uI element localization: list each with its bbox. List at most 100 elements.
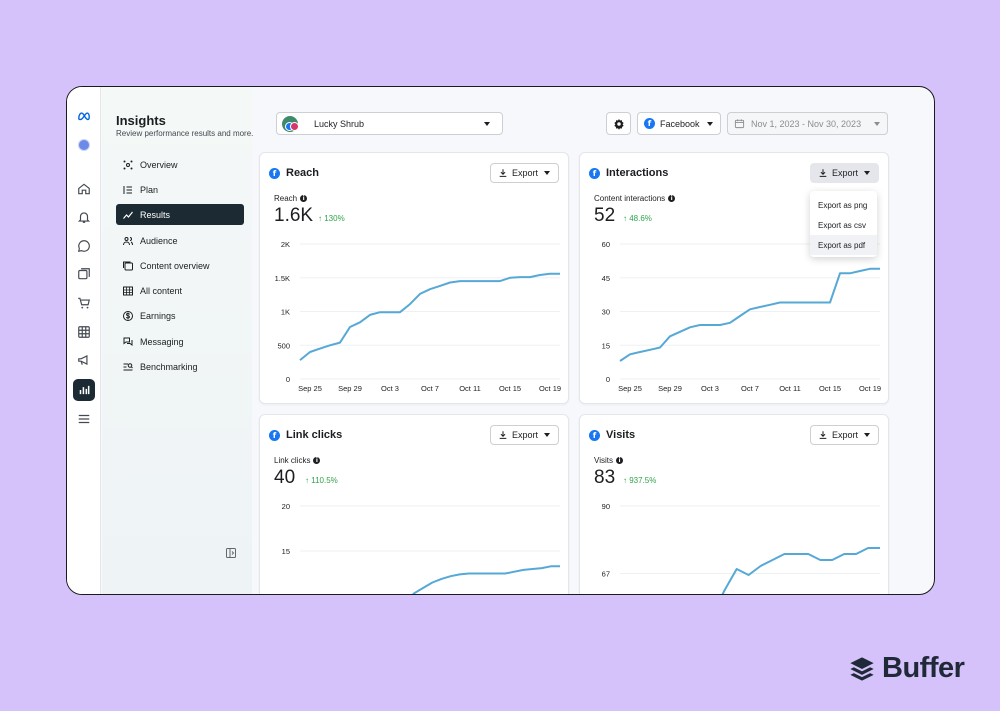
date-range-label: Nov 1, 2023 - Nov 30, 2023 xyxy=(751,118,862,129)
export-label: Export xyxy=(832,430,859,440)
content-icon[interactable] xyxy=(75,265,93,283)
date-range-select[interactable]: Nov 1, 2023 - Nov 30, 2023 xyxy=(727,112,888,135)
x-tick-label: Sep 25 xyxy=(298,384,322,393)
export-button[interactable]: Export xyxy=(490,163,559,183)
export-png-option[interactable]: Export as png xyxy=(818,200,868,210)
chevron-down-icon xyxy=(874,122,880,126)
nav-item-benchmarking[interactable]: Benchmarking xyxy=(116,356,244,377)
chevron-down-icon xyxy=(544,171,550,175)
info-icon[interactable]: i xyxy=(313,457,321,464)
export-button[interactable]: Export xyxy=(490,425,559,445)
home-icon[interactable] xyxy=(75,180,93,198)
x-tick-label: Oct 19 xyxy=(539,384,561,393)
export-label: Export xyxy=(832,168,859,178)
metric-change: ↑ 110.5% xyxy=(305,476,338,485)
profile-dot-icon[interactable] xyxy=(78,139,90,151)
y-tick-label: 1.5K xyxy=(275,274,290,283)
messaging-icon xyxy=(123,337,133,346)
chat-icon[interactable] xyxy=(75,237,93,255)
y-tick-label: 10 xyxy=(282,592,290,595)
nav-item-label: Content overview xyxy=(140,260,210,271)
gear-icon xyxy=(613,118,624,130)
info-icon[interactable]: i xyxy=(300,195,308,202)
chevron-down-icon xyxy=(864,171,870,175)
content-overview-icon xyxy=(123,261,133,270)
nav-item-audience[interactable]: Audience xyxy=(116,230,244,251)
settings-button[interactable] xyxy=(606,112,631,135)
series-line xyxy=(299,272,560,361)
download-icon xyxy=(819,431,827,439)
nav-item-label: Results xyxy=(140,209,171,220)
y-tick-label: 60 xyxy=(602,240,610,249)
collapse-panel-icon[interactable] xyxy=(225,547,237,559)
y-tick-label: 0 xyxy=(606,375,610,384)
cart-icon[interactable] xyxy=(75,294,93,312)
export-button[interactable]: Export xyxy=(810,163,879,183)
dollar-icon xyxy=(123,310,133,321)
reach-chart: 0 500 1K 1.5K 2K Sep 25 Sep 29 Oct 3 Oct 7 Oct 11… xyxy=(275,240,561,393)
x-tick-label: Oct 15 xyxy=(819,384,841,393)
results-icon xyxy=(123,211,133,219)
series-line xyxy=(619,267,880,362)
nav-item-overview[interactable]: Overview xyxy=(116,154,244,175)
nav-item-earnings[interactable]: Earnings xyxy=(116,305,244,326)
export-label: Export xyxy=(512,430,539,440)
export-button[interactable]: Export xyxy=(810,425,879,445)
x-tick-label: Oct 19 xyxy=(859,384,881,393)
interactions-card: f Interactions Export Content interactio… xyxy=(579,152,889,404)
nav-item-results[interactable]: Results xyxy=(116,204,244,225)
menu-icon[interactable] xyxy=(75,410,93,428)
export-label: Export xyxy=(512,168,539,178)
metric-label: Visits xyxy=(594,456,613,465)
x-tick-label: Sep 29 xyxy=(658,384,682,393)
x-tick-label: Sep 29 xyxy=(338,384,362,393)
reach-card: f Reach Export Reach i 1.6K ↑ 130% 0 500 1… xyxy=(259,152,569,404)
nav-item-all-content[interactable]: All content xyxy=(116,280,244,301)
metric-change: ↑ 48.6% xyxy=(623,214,652,223)
download-icon xyxy=(499,431,507,439)
account-select[interactable]: Lucky Shrub xyxy=(276,112,503,135)
buffer-logo-icon xyxy=(850,656,874,681)
y-tick-label: 0 xyxy=(286,375,290,384)
metric-change: ↑ 937.5% xyxy=(623,476,657,485)
interactions-chart: 0 15 30 45 60 Sep 25 Sep 29 Oct 3 Oct 7 Oct 11 Oct… xyxy=(602,240,881,393)
plan-icon xyxy=(123,185,132,194)
y-tick-label: 30 xyxy=(602,308,610,317)
x-tick-label: Oct 7 xyxy=(421,384,439,393)
x-tick-label: Oct 11 xyxy=(779,384,801,393)
grid-icon[interactable] xyxy=(75,323,93,341)
export-menu: Export as png Export as csv Export as pd… xyxy=(810,191,877,257)
card-title: Interactions xyxy=(606,167,669,179)
meta-logo-icon[interactable] xyxy=(75,107,93,125)
buffer-wordmark: Buffer xyxy=(882,652,965,684)
benchmarking-icon xyxy=(123,362,133,370)
facebook-icon: f xyxy=(589,429,600,441)
y-tick-label: 1K xyxy=(281,308,290,317)
platform-select[interactable]: f Facebook xyxy=(637,112,721,135)
nav-item-content-overview[interactable]: Content overview xyxy=(116,255,244,276)
account-name: Lucky Shrub xyxy=(314,118,365,129)
nav-item-label: Overview xyxy=(140,159,178,170)
x-tick-label: Oct 7 xyxy=(741,384,759,393)
export-csv-option[interactable]: Export as csv xyxy=(818,220,867,230)
insights-icon[interactable] xyxy=(73,379,95,401)
nav-item-label: All content xyxy=(140,285,183,296)
megaphone-icon[interactable] xyxy=(75,351,93,369)
y-tick-label: 20 xyxy=(282,502,290,511)
card-title: Reach xyxy=(286,167,320,179)
info-icon[interactable]: i xyxy=(668,195,676,202)
export-pdf-option[interactable]: Export as pdf xyxy=(810,235,877,255)
metric-label: Link clicks xyxy=(274,456,311,465)
y-tick-label: 500 xyxy=(277,341,290,350)
nav-item-plan[interactable]: Plan xyxy=(116,179,244,200)
info-icon[interactable]: i xyxy=(615,457,623,464)
x-tick-label: Oct 3 xyxy=(701,384,719,393)
metric-value: 1.6K xyxy=(274,205,314,226)
metric-value: 52 xyxy=(594,205,616,226)
nav-item-messaging[interactable]: Messaging xyxy=(116,331,244,352)
bell-icon[interactable] xyxy=(75,208,93,226)
visits-card: f Visits Export Visits i 83 ↑ 937.5% 456… xyxy=(579,414,889,594)
metric-value: 40 xyxy=(274,467,296,488)
nav-item-label: Messaging xyxy=(140,336,184,347)
visits-chart: 456790 xyxy=(602,502,880,594)
